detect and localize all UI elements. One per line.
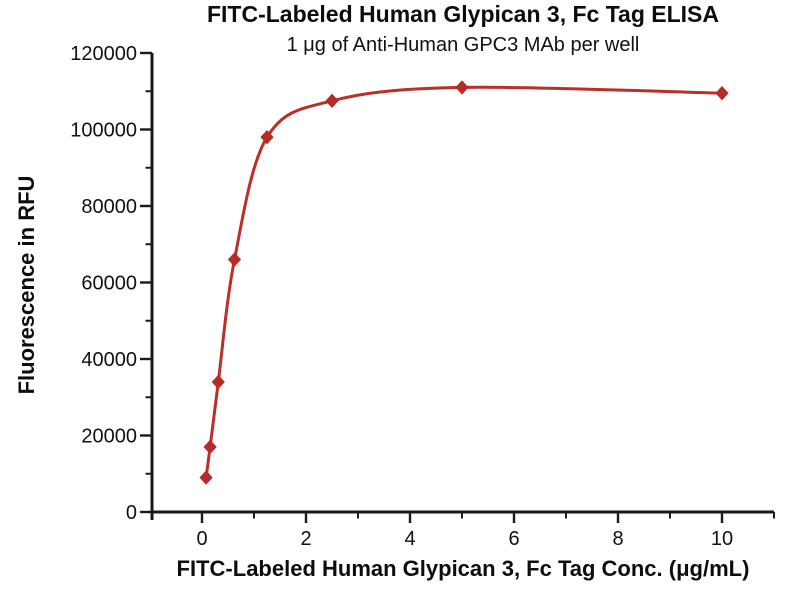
x-tick-label: 8 [612,528,623,550]
data-point-marker [715,85,729,101]
y-tick-label: 80000 [81,196,137,218]
y-tick-label: 0 [126,502,137,524]
chart-title: FITC-Labeled Human Glypican 3, Fc Tag EL… [206,1,720,27]
data-point-marker [325,93,339,109]
data-point-marker [211,374,225,390]
y-tick-label: 100000 [70,120,137,142]
data-point-marker [199,470,213,485]
data-point-marker [455,80,469,95]
data-point-marker [203,439,217,455]
x-axis-label: FITC-Labeled Human Glypican 3, Fc Tag Co… [176,556,750,581]
y-tick-label: 20000 [81,426,137,448]
x-tick-label: 6 [508,528,519,550]
y-tick-label: 60000 [81,273,137,295]
x-tick-label: 2 [300,528,311,550]
y-tick-label: 40000 [81,349,137,371]
x-tick-label: 4 [404,528,415,550]
y-tick-label: 120000 [70,43,137,65]
x-tick-label: 10 [711,528,733,550]
data-point-marker [260,129,274,145]
x-tick-label: 0 [196,528,207,550]
fit-curve [204,85,724,480]
data-point-marker [227,252,242,267]
chart-subtitle: 1 μg of Anti-Human GPC3 MAb per well [286,34,640,56]
